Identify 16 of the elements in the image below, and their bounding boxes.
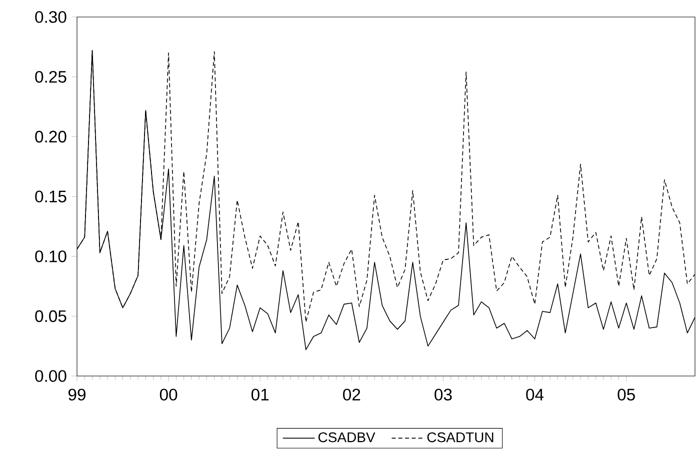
- legend-label: CSADTUN: [427, 432, 494, 442]
- y-tick-label: 0.15: [35, 190, 66, 202]
- x-tick-label: 02: [343, 388, 360, 401]
- y-tick-label: 0.10: [35, 250, 66, 262]
- y-tick-label: 0.30: [35, 11, 66, 23]
- y-tick-label: 0.05: [35, 310, 66, 322]
- y-tick-label: 0.25: [35, 70, 66, 83]
- x-tick-label: 01: [251, 388, 269, 401]
- x-tick-label: 99: [68, 388, 86, 401]
- x-tick-label: 05: [618, 388, 635, 401]
- y-tick-label: 0.20: [35, 130, 66, 143]
- x-tick-label: 03: [434, 388, 452, 401]
- legend-label: CSADBV: [318, 432, 376, 442]
- x-tick-label: 04: [526, 388, 544, 401]
- y-tick-label: 0.00: [35, 370, 66, 382]
- x-tick-label: 00: [160, 388, 178, 401]
